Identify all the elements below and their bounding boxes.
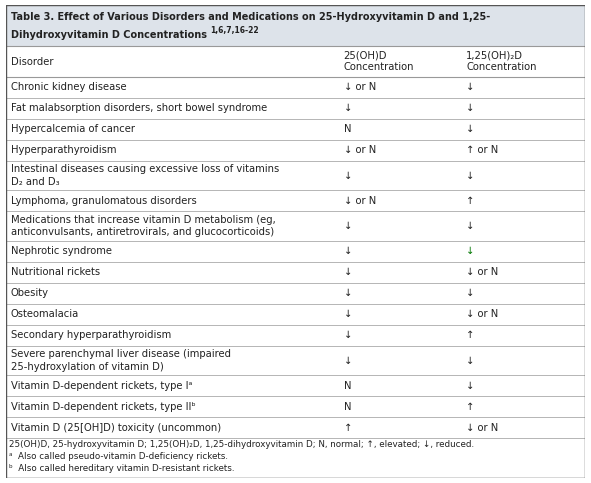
Bar (6, 46, 585, 77)
Text: ↓: ↓ (343, 309, 352, 319)
Text: Secondary hyperparathyroidism: Secondary hyperparathyroidism (11, 330, 171, 341)
Text: ↓ or N: ↓ or N (343, 196, 376, 206)
Bar (6, 5, 585, 46)
Text: ↓: ↓ (466, 288, 475, 298)
Text: Vitamin D-dependent rickets, type IIᵇ: Vitamin D-dependent rickets, type IIᵇ (11, 402, 195, 412)
Text: N: N (343, 402, 351, 412)
Text: Intestinal diseases causing excessive loss of vitamins
D₂ and D₃: Intestinal diseases causing excessive lo… (11, 164, 279, 187)
Text: ↓: ↓ (343, 170, 352, 181)
Text: Severe parenchymal liver disease (impaired
25-hydroxylation of vitamin D): Severe parenchymal liver disease (impair… (11, 349, 230, 372)
Text: Osteomalacia: Osteomalacia (11, 309, 79, 319)
Text: ↓ or N: ↓ or N (343, 145, 376, 156)
Bar (6, 438, 585, 478)
Text: ↓: ↓ (466, 355, 475, 366)
Text: Fat malabsorption disorders, short bowel syndrome: Fat malabsorption disorders, short bowel… (11, 103, 267, 114)
Text: ↓: ↓ (343, 103, 352, 114)
Text: Nephrotic syndrome: Nephrotic syndrome (11, 246, 112, 256)
Text: ᵇ  Also called hereditary vitamin D-resistant rickets.: ᵇ Also called hereditary vitamin D-resis… (9, 464, 234, 473)
Text: Nutritional rickets: Nutritional rickets (11, 267, 100, 277)
Text: Hyperparathyroidism: Hyperparathyroidism (11, 145, 116, 156)
Text: ↓: ↓ (466, 221, 475, 231)
Text: ↓: ↓ (343, 267, 352, 277)
Text: ↓: ↓ (466, 125, 475, 134)
Text: ↓: ↓ (343, 221, 352, 231)
Text: ↑: ↑ (466, 402, 475, 412)
Text: Table 3. Effect of Various Disorders and Medications on 25-Hydroxyvitamin D and : Table 3. Effect of Various Disorders and… (11, 12, 490, 22)
Text: 25(OH)D, 25-hydroxyvitamin D; 1,25(OH)₂D, 1,25-dihydroxyvitamin D; N, normal; ↑,: 25(OH)D, 25-hydroxyvitamin D; 1,25(OH)₂D… (9, 440, 474, 449)
Text: 1,25(OH)₂D
Concentration: 1,25(OH)₂D Concentration (466, 51, 537, 72)
Text: Dihydroxyvitamin D Concentrations: Dihydroxyvitamin D Concentrations (11, 30, 206, 40)
Text: ↓: ↓ (466, 246, 475, 256)
Text: ↓: ↓ (466, 82, 475, 92)
Text: ↓: ↓ (466, 103, 475, 114)
Text: ↓: ↓ (343, 288, 352, 298)
Text: Disorder: Disorder (11, 57, 53, 67)
Text: ↓: ↓ (466, 170, 475, 181)
Text: ↓: ↓ (343, 330, 352, 341)
Text: 25(OH)D
Concentration: 25(OH)D Concentration (343, 51, 414, 72)
Text: Vitamin D (25[OH]D) toxicity (uncommon): Vitamin D (25[OH]D) toxicity (uncommon) (11, 423, 220, 433)
Text: N: N (343, 381, 351, 391)
Text: N: N (343, 125, 351, 134)
Text: Vitamin D-dependent rickets, type Iᵃ: Vitamin D-dependent rickets, type Iᵃ (11, 381, 192, 391)
Text: ↑: ↑ (466, 330, 475, 341)
Text: ↓ or N: ↓ or N (466, 267, 499, 277)
Text: ↓: ↓ (466, 381, 475, 391)
Text: Medications that increase vitamin D metabolism (eg,
anticonvulsants, antiretrovi: Medications that increase vitamin D meta… (11, 215, 275, 237)
Text: ↑: ↑ (466, 196, 475, 206)
Text: ↓ or N: ↓ or N (466, 309, 499, 319)
Text: Obesity: Obesity (11, 288, 48, 298)
Text: 1,6,7,16-22: 1,6,7,16-22 (210, 26, 259, 35)
Text: ↓: ↓ (343, 355, 352, 366)
Text: ↓ or N: ↓ or N (466, 423, 499, 433)
Text: Chronic kidney disease: Chronic kidney disease (11, 82, 126, 92)
Text: ↑ or N: ↑ or N (466, 145, 499, 156)
Text: ↓ or N: ↓ or N (343, 82, 376, 92)
Text: Lymphoma, granulomatous disorders: Lymphoma, granulomatous disorders (11, 196, 196, 206)
Text: ↓: ↓ (343, 246, 352, 256)
Text: ↑: ↑ (343, 423, 352, 433)
Text: ᵃ  Also called pseudo-vitamin D-deficiency rickets.: ᵃ Also called pseudo-vitamin D-deficienc… (9, 452, 228, 461)
Text: Hypercalcemia of cancer: Hypercalcemia of cancer (11, 125, 135, 134)
